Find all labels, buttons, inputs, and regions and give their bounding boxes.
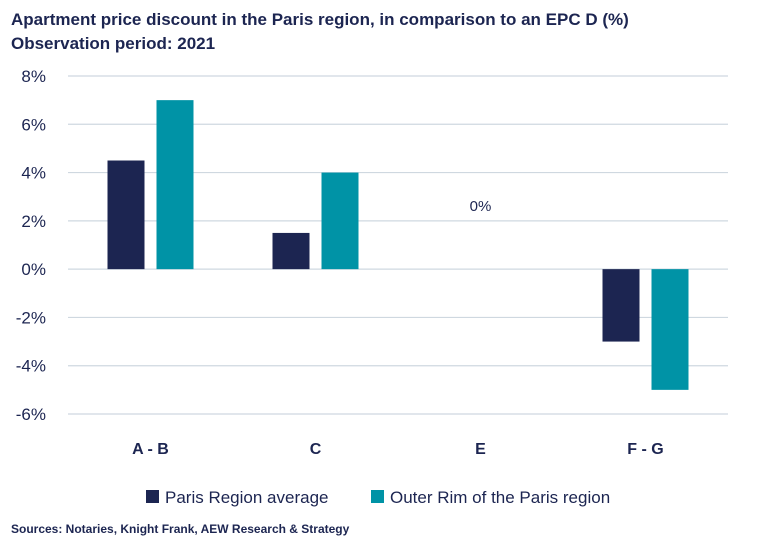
x-category-label: C	[310, 441, 322, 458]
title-line-1: Apartment price discount in the Paris re…	[11, 10, 629, 29]
x-category-label: A - B	[132, 441, 169, 458]
title-line-2: Observation period: 2021	[11, 34, 216, 53]
legend-label: Paris Region average	[165, 488, 328, 507]
bar-paris-region-average	[602, 269, 640, 342]
y-tick-label: -2%	[16, 308, 46, 327]
y-tick-label: 4%	[21, 164, 46, 183]
bar-outer-rim	[156, 100, 194, 270]
y-tick-label: -4%	[16, 357, 46, 376]
x-category-label: E	[475, 441, 486, 458]
legend-swatch	[371, 490, 384, 503]
bar-paris-region-average	[107, 160, 145, 270]
legend-swatch	[146, 490, 159, 503]
y-tick-label: 2%	[21, 212, 46, 231]
data-annotation: 0%	[470, 198, 492, 215]
bar-outer-rim	[651, 269, 689, 390]
bar-outer-rim	[321, 172, 359, 270]
chart-title: Apartment price discount in the Paris re…	[11, 8, 629, 56]
y-tick-label: 8%	[21, 67, 46, 86]
bar-paris-region-average	[272, 232, 310, 270]
x-category-label: F - G	[627, 441, 663, 458]
y-tick-label: -6%	[16, 405, 46, 424]
source-note: Sources: Notaries, Knight Frank, AEW Res…	[11, 522, 350, 536]
y-tick-label: 0%	[21, 260, 46, 279]
legend-label: Outer Rim of the Paris region	[390, 488, 610, 507]
y-tick-label: 6%	[21, 115, 46, 134]
